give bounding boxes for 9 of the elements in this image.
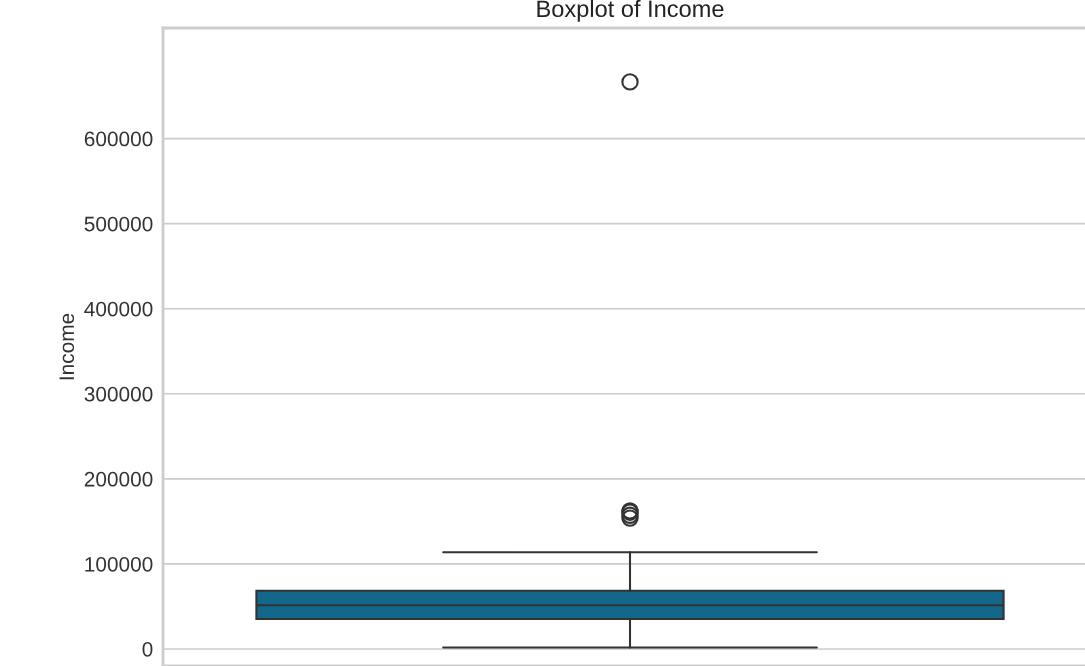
- chart-title: Boxplot of Income: [537, 0, 724, 22]
- y-tick-label: 500000: [84, 216, 153, 232]
- y-tick-label: 200000: [84, 471, 153, 487]
- y-tick-label: 600000: [84, 131, 153, 147]
- y-tick-label: 300000: [84, 386, 153, 402]
- y-tick-label: 100000: [85, 556, 153, 572]
- y-tick-label: 0: [142, 641, 153, 657]
- y-tick-label: 400000: [84, 301, 153, 317]
- y-axis-title: Income: [59, 313, 75, 380]
